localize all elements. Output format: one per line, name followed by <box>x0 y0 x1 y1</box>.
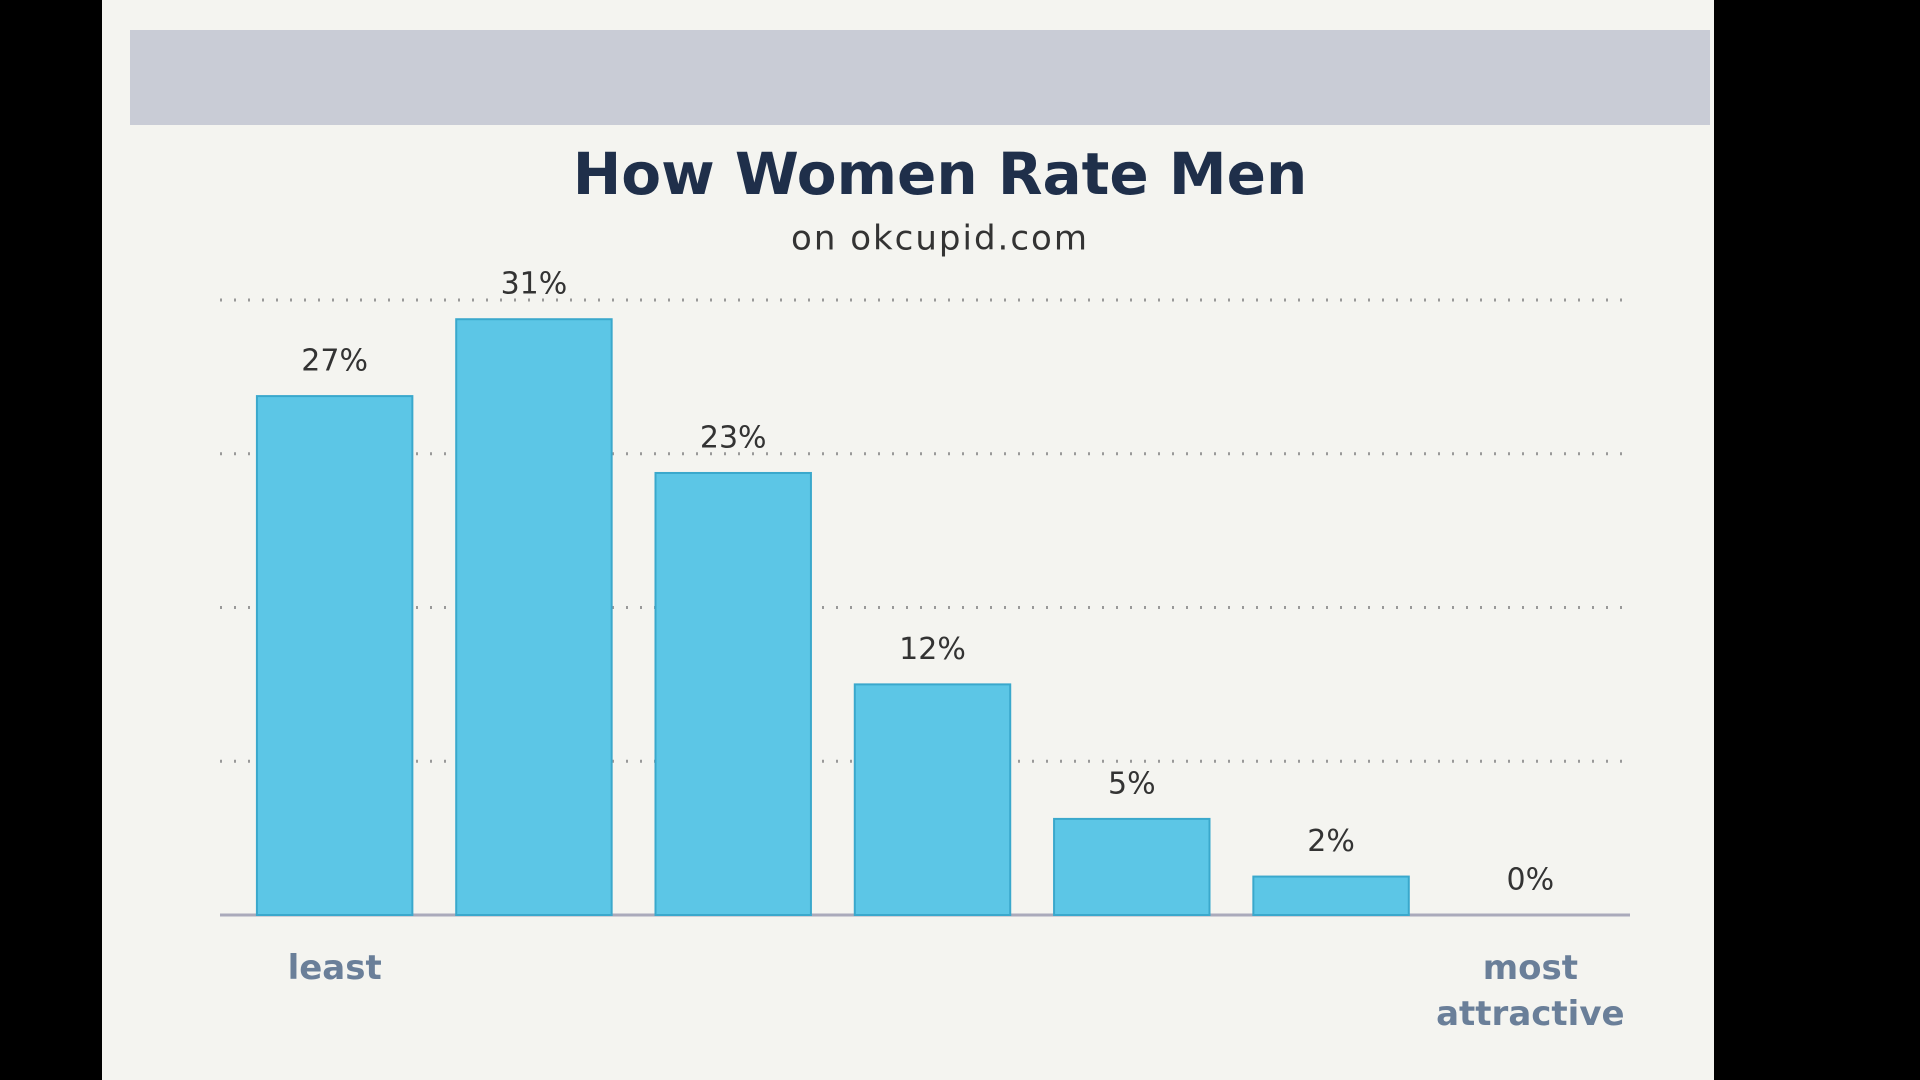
bar <box>1252 875 1410 916</box>
value-label: 12% <box>899 632 966 667</box>
value-label: 31% <box>501 267 568 302</box>
bar <box>853 683 1012 916</box>
value-label: 27% <box>301 344 368 379</box>
x-tick-label: least <box>287 948 382 988</box>
value-label: 0% <box>1507 863 1555 898</box>
x-tick-label: most attractive <box>1436 948 1625 1034</box>
bar <box>654 471 812 916</box>
value-label: 2% <box>1307 824 1355 859</box>
chart-title: How Women Rate Men <box>573 140 1308 208</box>
header-band <box>130 30 1710 125</box>
value-label: 23% <box>700 420 767 455</box>
bar <box>455 318 613 916</box>
bar <box>255 395 414 916</box>
chart-subtitle: on okcupid.com <box>791 219 1089 259</box>
bar <box>1053 817 1211 916</box>
value-label: 5% <box>1108 766 1156 801</box>
